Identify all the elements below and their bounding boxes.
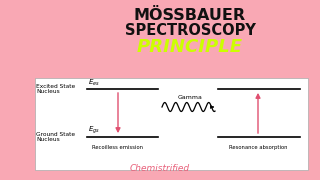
FancyBboxPatch shape [35,78,308,170]
Text: Gamma: Gamma [178,95,203,100]
Text: Resonance absorption: Resonance absorption [229,145,287,150]
Text: SPECTROSCOPY: SPECTROSCOPY [124,23,255,38]
Text: Chemistrified: Chemistrified [130,164,190,173]
Text: $E_{es}$: $E_{es}$ [88,78,100,88]
Text: $E_{gs}$: $E_{gs}$ [88,125,100,136]
Text: MÖSSBAUER: MÖSSBAUER [134,8,246,23]
Text: PRINCIPLE: PRINCIPLE [137,38,243,56]
Text: Ground State
Nucleus: Ground State Nucleus [36,132,75,142]
Text: Recoilless emission: Recoilless emission [92,145,143,150]
Text: Excited State
Nucleus: Excited State Nucleus [36,84,75,94]
